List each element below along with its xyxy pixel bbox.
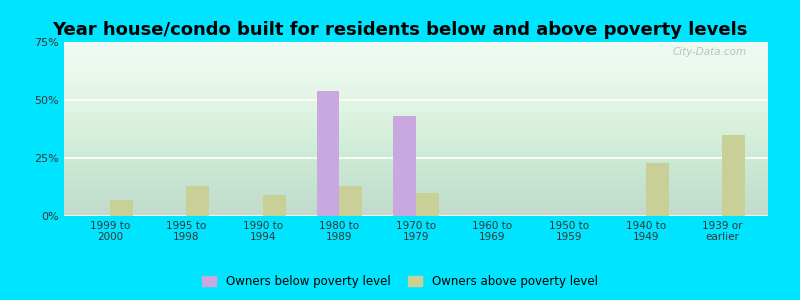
Bar xyxy=(393,116,416,216)
Bar xyxy=(263,195,286,216)
Bar xyxy=(416,193,439,216)
Bar xyxy=(317,91,339,216)
Bar xyxy=(646,163,669,216)
Bar xyxy=(110,200,133,216)
Bar xyxy=(722,135,745,216)
Bar xyxy=(186,186,210,216)
Bar xyxy=(339,186,362,216)
Text: City-Data.com: City-Data.com xyxy=(673,47,747,57)
Legend: Owners below poverty level, Owners above poverty level: Owners below poverty level, Owners above… xyxy=(202,275,598,288)
Text: Year house/condo built for residents below and above poverty levels: Year house/condo built for residents bel… xyxy=(52,21,748,39)
